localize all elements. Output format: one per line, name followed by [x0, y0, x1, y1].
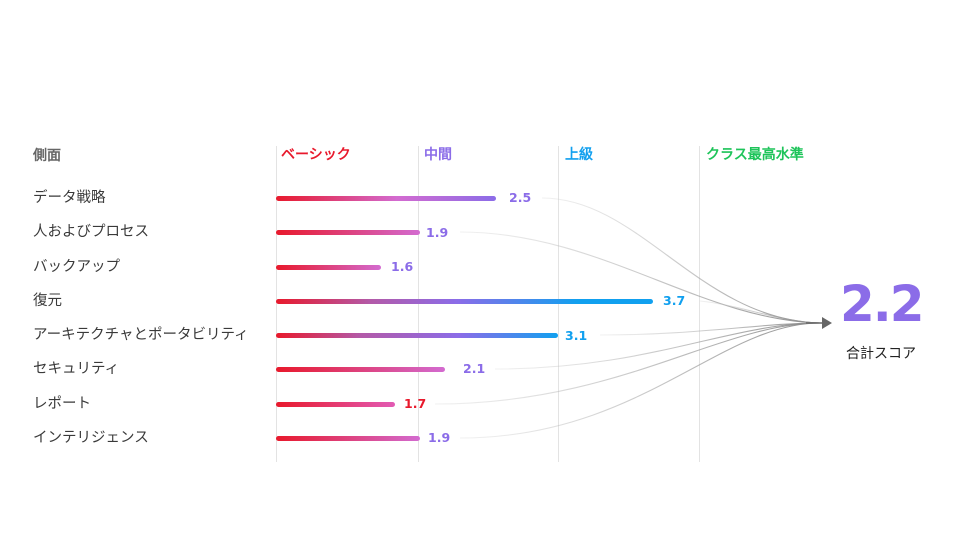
aspect-column-title: 側面 — [33, 148, 61, 164]
bar-recovery — [276, 299, 653, 304]
level-header-intermediate: 中間 — [424, 147, 452, 163]
value-data-strategy: 2.5 — [509, 190, 532, 205]
value-intelligence: 1.9 — [428, 430, 451, 445]
row-label-intelligence: インテリジェンス — [33, 430, 149, 446]
value-recovery: 3.7 — [663, 293, 686, 308]
row-label-security: セキュリティ — [33, 361, 120, 377]
value-reporting: 1.7 — [404, 396, 427, 411]
level-header-basic: ベーシック — [281, 147, 351, 163]
row-label-data-strategy: データ戦略 — [33, 190, 106, 206]
gridline-best-in-class — [699, 146, 700, 462]
bar-reporting — [276, 402, 395, 407]
bar-architecture-portability — [276, 333, 558, 338]
value-security: 2.1 — [463, 361, 486, 376]
value-architecture-portability: 3.1 — [565, 328, 588, 343]
row-label-recovery: 復元 — [33, 293, 62, 309]
gridline-advanced — [558, 146, 559, 462]
level-header-best-in-class: クラス最高水準 — [706, 147, 804, 163]
gridline-basic — [276, 146, 277, 462]
arrow-head-icon — [822, 317, 832, 329]
value-backup: 1.6 — [391, 259, 414, 274]
value-people-process: 1.9 — [426, 225, 449, 240]
bar-intelligence — [276, 436, 420, 441]
level-header-advanced: 上級 — [565, 147, 593, 163]
bar-backup — [276, 265, 381, 270]
bar-people-process — [276, 230, 420, 235]
total-score-value: 2.2 — [840, 275, 925, 333]
row-label-backup: バックアップ — [33, 259, 120, 275]
bar-data-strategy — [276, 196, 496, 201]
gridline-intermediate — [418, 146, 419, 462]
row-label-reporting: レポート — [33, 396, 91, 412]
total-score-label: 合計スコア — [846, 346, 916, 362]
bar-security — [276, 367, 445, 372]
row-label-people-process: 人およびプロセス — [33, 224, 149, 240]
row-label-architecture-portability: アーキテクチャとポータビリティ — [33, 327, 249, 343]
